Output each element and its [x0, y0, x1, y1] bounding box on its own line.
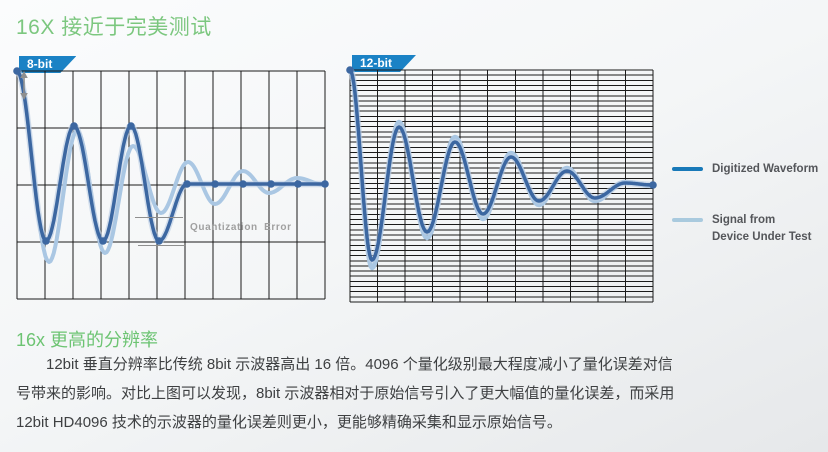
section-heading: 16x 更高的分辨率	[16, 330, 159, 350]
quantization-error-label: Quantization Error	[190, 222, 292, 233]
badge-8bit: 8-bit	[19, 56, 76, 73]
legend-item-digitized-waveform: Digitized Waveform	[672, 161, 818, 178]
body-paragraph: 12bit 垂直分辨率比传统 8bit 示波器高出 16 倍。4096 个量化级…	[16, 356, 675, 431]
waveform-chart-12bit	[346, 66, 657, 303]
badge-12bit: 12-bit	[352, 55, 416, 72]
legend-item-signal-from-dut: Signal from Device Under Test	[672, 212, 818, 246]
legend: Digitized Waveform Signal from Device Un…	[672, 161, 818, 280]
quantization-error-line-top	[135, 217, 183, 218]
digitized-waveform-line-swatch	[672, 167, 703, 171]
double-arrow-icon	[20, 71, 28, 100]
waveform-chart-8bit	[13, 67, 329, 300]
page-title: 16X 接近于完美测试	[16, 16, 212, 39]
quantization-error-line-bottom	[138, 245, 186, 246]
legend-label-signal-from-line1: Signal from	[712, 214, 776, 226]
signal-from-dut-line-swatch	[672, 218, 703, 222]
legend-label-digitized-waveform: Digitized Waveform	[712, 163, 819, 175]
chart-panel-12bit: 12-bit	[346, 66, 657, 303]
legend-label-signal-from-line2: Device Under Test	[712, 231, 812, 243]
chart-panel-8bit: 8-bit Quantization Error	[13, 67, 329, 300]
